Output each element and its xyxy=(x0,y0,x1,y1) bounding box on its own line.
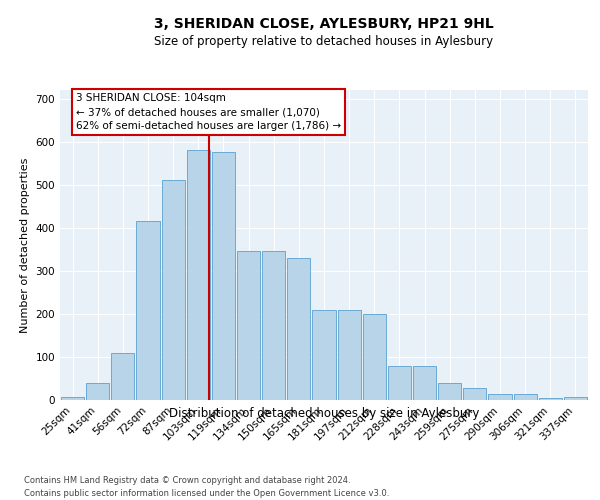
Bar xyxy=(86,383,109,400)
Text: Contains HM Land Registry data © Crown copyright and database right 2024.
Contai: Contains HM Land Registry data © Crown c… xyxy=(24,476,389,498)
Bar xyxy=(488,394,512,400)
Bar xyxy=(287,258,310,400)
Bar xyxy=(161,180,185,400)
Bar xyxy=(61,396,84,400)
Bar xyxy=(514,394,537,400)
Bar xyxy=(463,388,487,400)
Bar xyxy=(413,366,436,400)
Text: 3, SHERIDAN CLOSE, AYLESBURY, HP21 9HL: 3, SHERIDAN CLOSE, AYLESBURY, HP21 9HL xyxy=(154,18,494,32)
Bar xyxy=(539,398,562,400)
Bar xyxy=(136,222,160,400)
Text: Distribution of detached houses by size in Aylesbury: Distribution of detached houses by size … xyxy=(169,408,479,420)
Bar xyxy=(388,366,411,400)
Y-axis label: Number of detached properties: Number of detached properties xyxy=(20,158,30,332)
Bar xyxy=(111,352,134,400)
Bar xyxy=(237,252,260,400)
Bar xyxy=(187,150,210,400)
Bar xyxy=(262,252,285,400)
Bar xyxy=(338,310,361,400)
Bar xyxy=(363,314,386,400)
Bar xyxy=(212,152,235,400)
Bar xyxy=(313,310,335,400)
Text: 3 SHERIDAN CLOSE: 104sqm
← 37% of detached houses are smaller (1,070)
62% of sem: 3 SHERIDAN CLOSE: 104sqm ← 37% of detach… xyxy=(76,93,341,131)
Bar xyxy=(438,383,461,400)
Bar xyxy=(564,396,587,400)
Text: Size of property relative to detached houses in Aylesbury: Size of property relative to detached ho… xyxy=(154,35,494,48)
